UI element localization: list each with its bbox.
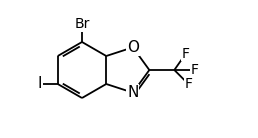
Text: I: I	[37, 76, 42, 91]
Text: N: N	[127, 85, 139, 100]
Text: F: F	[190, 63, 198, 77]
Text: F: F	[184, 77, 192, 91]
Text: O: O	[127, 40, 139, 55]
Text: F: F	[182, 47, 190, 61]
Text: Br: Br	[74, 17, 90, 31]
